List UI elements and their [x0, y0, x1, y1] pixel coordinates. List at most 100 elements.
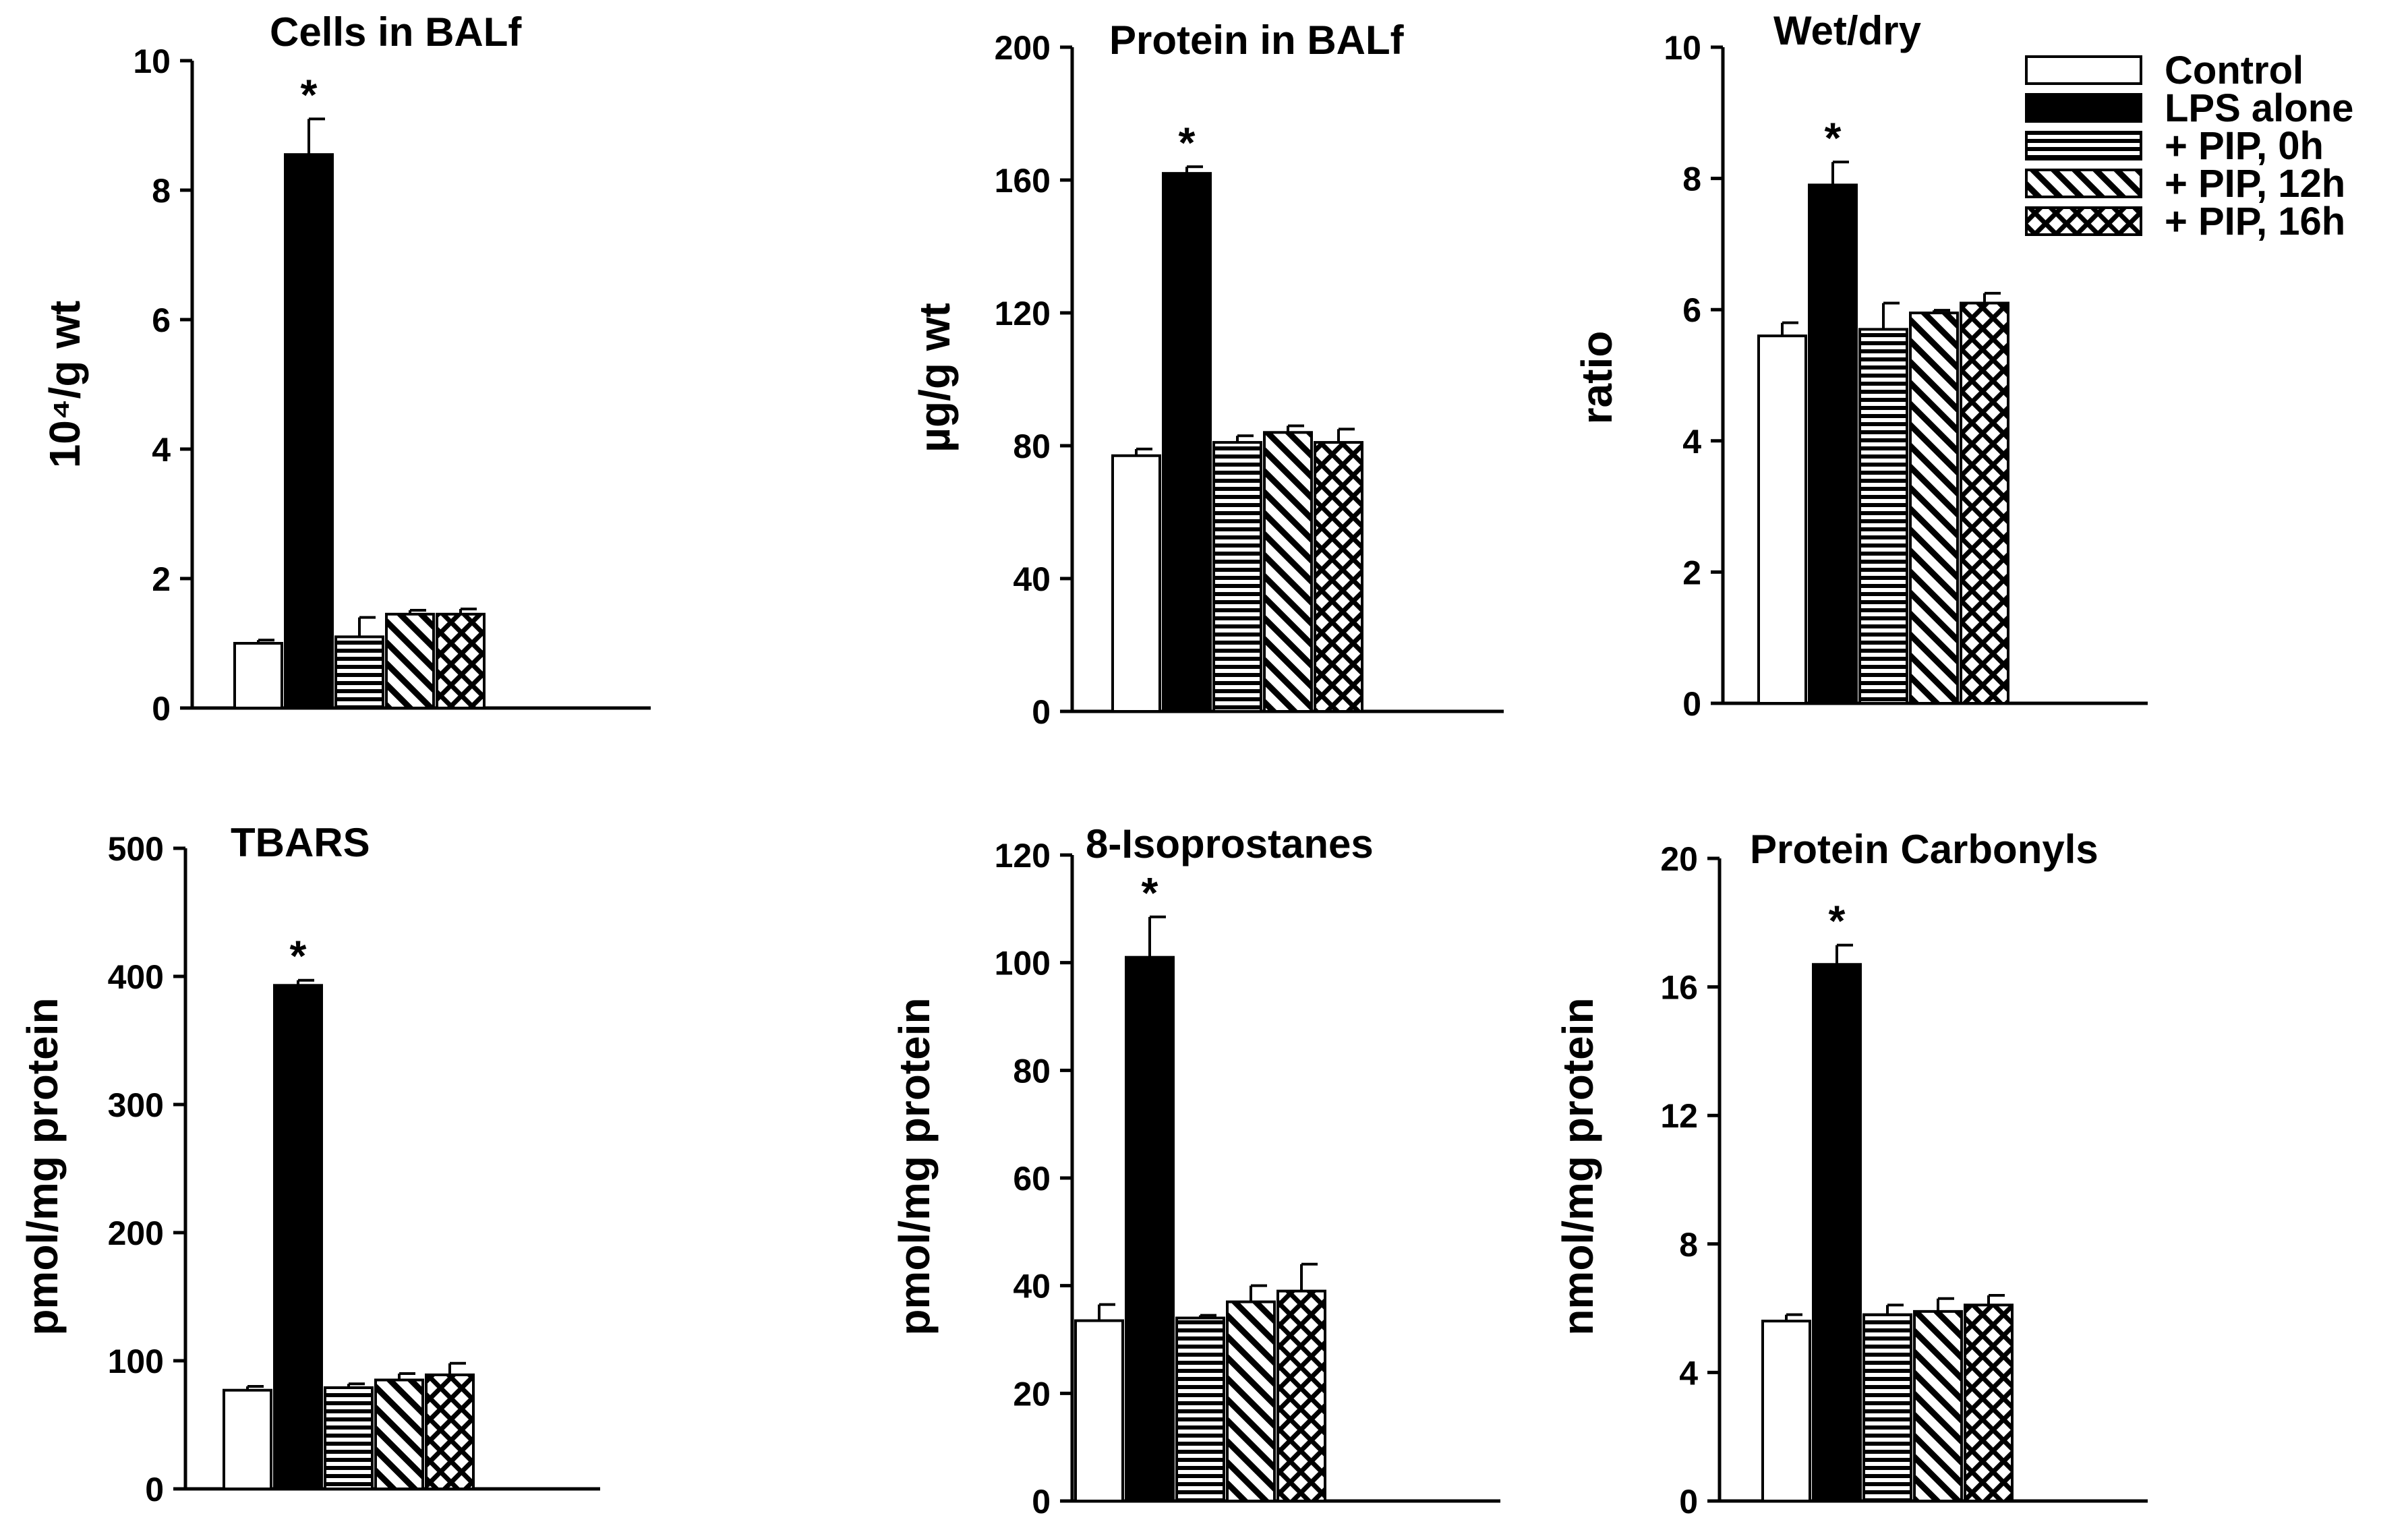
y-tick-label: 2 — [1682, 554, 1701, 591]
y-tick-label: 100 — [995, 945, 1051, 982]
bar — [1263, 431, 1313, 713]
y-axis-label: pmol/mg protein — [890, 997, 939, 1335]
significance-marker: * — [1829, 897, 1846, 945]
chart-title: Wet/dry — [1773, 8, 1922, 53]
y-tick-label: 500 — [108, 830, 164, 868]
bar — [1226, 1300, 1276, 1503]
bar — [223, 1388, 272, 1490]
chart-panel: 0 2 4 6 8 10 Cells in BALf 10⁴/g wt * — [40, 9, 651, 728]
y-tick-label: 120 — [995, 837, 1051, 875]
chart-title: Protein Carbonyls — [1750, 827, 2098, 872]
legend-swatch — [2025, 55, 2142, 85]
chart-title: Cells in BALf — [270, 9, 522, 55]
y-tick-label: 0 — [152, 690, 171, 728]
y-tick-label: 20 — [1013, 1375, 1051, 1413]
bar — [1111, 454, 1161, 713]
bar — [425, 1373, 475, 1491]
bar — [1314, 441, 1363, 713]
chart-panel: 0 2 4 6 8 10 Wet/dry ratio * — [1573, 8, 2148, 723]
y-tick-label: 200 — [108, 1214, 164, 1252]
bar — [1913, 1310, 1963, 1502]
y-tick-label: 8 — [1682, 160, 1701, 198]
y-tick-label: 0 — [1682, 685, 1701, 723]
y-tick-label: 12 — [1660, 1097, 1698, 1135]
legend-label: + PIP, 0h — [2165, 124, 2324, 168]
legend-label: + PIP, 16h — [2165, 200, 2345, 243]
bar — [1808, 183, 1858, 705]
legend-swatch — [2025, 131, 2142, 160]
legend-swatch — [2025, 169, 2142, 198]
y-tick-label: 8 — [1679, 1226, 1698, 1264]
y-tick-label: 300 — [108, 1086, 164, 1124]
y-axis-label: ratio — [1573, 331, 1621, 425]
y-tick-label: 0 — [1032, 693, 1051, 731]
bar — [233, 642, 283, 709]
y-axis-label: pmol/mg protein — [18, 997, 67, 1335]
legend-label: LPS alone — [2165, 86, 2353, 130]
y-tick-label: 80 — [1013, 428, 1051, 465]
y-axis-label: 10⁴/g wt — [40, 301, 89, 469]
chart-panel: 0 40 80 120 160 200 Protein in BALf µg/g wt * — [910, 18, 1504, 731]
y-tick-label: 120 — [995, 295, 1051, 332]
bar — [1757, 334, 1807, 705]
y-tick-label: 6 — [152, 301, 171, 339]
y-tick-label: 6 — [1682, 291, 1701, 329]
bar — [1074, 1319, 1124, 1503]
bar — [324, 1386, 374, 1490]
y-tick-label: 2 — [152, 560, 171, 598]
y-tick-label: 0 — [145, 1471, 164, 1508]
y-tick-label: 40 — [1013, 560, 1051, 598]
bar — [1812, 963, 1862, 1502]
y-tick-label: 60 — [1013, 1160, 1051, 1198]
y-tick-label: 0 — [1679, 1483, 1698, 1521]
legend-swatch — [2025, 206, 2142, 236]
significance-marker: * — [290, 932, 307, 980]
significance-marker: * — [1825, 113, 1842, 162]
y-tick-label: 200 — [995, 29, 1051, 67]
bar — [436, 612, 486, 709]
bar — [374, 1378, 424, 1490]
chart-panel: 0 100 200 300 400 500 TBARS pmol/mg protein * — [18, 820, 600, 1508]
legend-swatch — [2025, 93, 2142, 123]
y-tick-label: 160 — [995, 162, 1051, 200]
legend-label: Control — [2165, 49, 2303, 92]
y-tick-label: 20 — [1660, 840, 1698, 878]
bar — [334, 635, 384, 710]
significance-marker: * — [1179, 118, 1196, 167]
chart-title: TBARS — [231, 820, 370, 865]
bar — [1212, 441, 1262, 713]
bar — [385, 612, 435, 709]
y-tick-label: 100 — [108, 1343, 164, 1380]
bar — [1858, 328, 1908, 705]
y-tick-label: 4 — [152, 431, 171, 469]
chart-title: 8-Isoprostanes — [1086, 821, 1374, 866]
y-axis-label: µg/g wt — [910, 303, 959, 452]
y-axis-label: nmol/mg protein — [1554, 997, 1602, 1335]
significance-marker: * — [301, 70, 318, 119]
y-tick-label: 16 — [1660, 969, 1698, 1007]
significance-marker: * — [1142, 869, 1158, 917]
bar — [1960, 301, 2009, 705]
y-tick-label: 10 — [133, 42, 171, 80]
bar — [1761, 1320, 1811, 1503]
bar — [1162, 172, 1212, 713]
bar — [273, 984, 323, 1491]
bar — [1909, 312, 1959, 705]
y-tick-label: 80 — [1013, 1052, 1051, 1090]
bar — [1964, 1303, 2014, 1502]
y-tick-label: 4 — [1679, 1354, 1698, 1392]
y-tick-label: 8 — [152, 172, 171, 210]
y-tick-label: 40 — [1013, 1268, 1051, 1305]
chart-panel: 0 4 8 12 16 20 Protein Carbonyls nmol/mg protei… — [1554, 827, 2148, 1521]
bar — [1175, 1316, 1225, 1502]
bar — [284, 153, 334, 709]
y-tick-label: 10 — [1664, 29, 1701, 67]
bar — [1862, 1313, 1912, 1502]
y-tick-label: 4 — [1682, 423, 1701, 461]
bar — [1276, 1289, 1326, 1503]
bar — [1125, 955, 1175, 1502]
chart-panel: 0 20 40 60 80 100 120 8-Isoprostanes pmol/mg pro… — [890, 821, 1500, 1521]
